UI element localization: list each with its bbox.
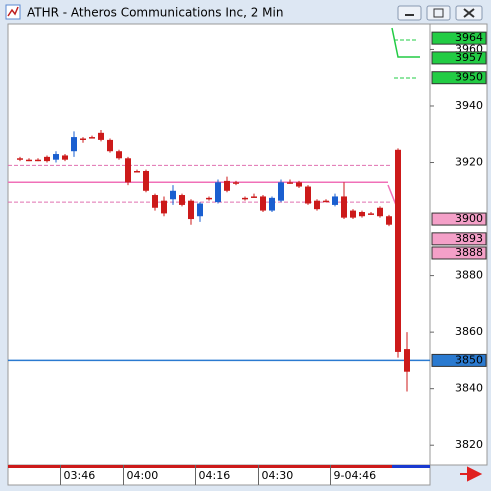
- candle-body: [269, 197, 275, 211]
- candle-body: [35, 159, 41, 162]
- candle-body: [323, 200, 329, 203]
- candle-body: [332, 196, 338, 205]
- y-tick-label: 3860: [455, 325, 483, 338]
- candle-body: [341, 196, 347, 218]
- y-tick-label: 3840: [455, 382, 483, 395]
- x-tick-label: 04:30: [262, 469, 294, 482]
- price-label: 3900: [455, 212, 483, 225]
- candle-body: [296, 182, 302, 187]
- candle-body: [233, 182, 239, 184]
- x-tick-label: 04:16: [199, 469, 231, 482]
- candle-body: [314, 200, 320, 210]
- candle-body: [377, 207, 383, 217]
- candle-body: [287, 182, 293, 184]
- candle-body: [152, 195, 158, 208]
- restore-button[interactable]: [426, 5, 451, 21]
- candle-body: [260, 196, 266, 211]
- candle-body: [305, 186, 311, 204]
- price-label-box: [431, 31, 487, 45]
- candle-body: [89, 137, 95, 139]
- candle-body: [170, 190, 176, 200]
- price-label-box: [431, 232, 487, 246]
- candle-body: [350, 210, 356, 218]
- candle-body: [224, 180, 230, 191]
- candle-body: [242, 197, 248, 200]
- target-lines: [394, 39, 418, 79]
- candle-body: [71, 137, 77, 152]
- candle-body: [53, 154, 59, 160]
- candle-body: [395, 149, 401, 352]
- candle-body: [161, 200, 167, 214]
- restore-glyph: [433, 8, 444, 18]
- x-tick-label: 9-04:46: [334, 469, 377, 482]
- price-label: 3893: [455, 232, 483, 245]
- minimize-button[interactable]: [397, 5, 422, 21]
- candle-body: [278, 182, 284, 201]
- candle-body: [215, 182, 221, 203]
- price-label: 3850: [455, 353, 483, 366]
- scroll-arrow[interactable]: [460, 466, 483, 482]
- price-label: 3950: [455, 71, 483, 84]
- y-tick-label: 3920: [455, 156, 483, 169]
- price-label-box: [431, 246, 487, 260]
- candle-body: [125, 158, 131, 183]
- candle-body: [368, 213, 374, 215]
- candle-body: [17, 158, 23, 160]
- time-bar-current: [392, 465, 430, 468]
- price-label-box: [431, 51, 487, 65]
- candle-body: [188, 200, 194, 220]
- time-bar: [8, 465, 392, 468]
- price-label-box: [431, 212, 487, 226]
- close-glyph: [463, 8, 475, 18]
- y-tick-label: 3820: [455, 438, 483, 451]
- candle-body: [206, 197, 212, 200]
- candle-body: [26, 159, 32, 162]
- y-tick-label: 3880: [455, 269, 483, 282]
- window-title: ATHR - Atheros Communications Inc, 2 Min: [27, 6, 283, 20]
- app-icon-glyph: [7, 6, 19, 17]
- candle-body: [179, 195, 185, 205]
- price-label-box: [431, 71, 487, 85]
- candle-body: [107, 139, 113, 152]
- price-label: 3957: [455, 51, 483, 64]
- candle-body: [251, 196, 257, 198]
- y-tick-label: 3940: [455, 99, 483, 112]
- x-tick-label: 03:46: [64, 469, 96, 482]
- candle-body: [116, 151, 122, 159]
- candle-body: [404, 349, 410, 372]
- price-label: 3888: [455, 246, 483, 259]
- candle-body: [62, 155, 68, 160]
- window-buttons[interactable]: [397, 5, 483, 21]
- candle-body: [197, 203, 203, 217]
- candle-body: [44, 156, 50, 162]
- candle-body: [386, 216, 392, 225]
- x-tick-label: 04:00: [127, 469, 159, 482]
- target-marker: [391, 27, 420, 58]
- candle-body: [359, 211, 365, 217]
- candle-body: [134, 171, 140, 173]
- price-label: 3964: [455, 31, 483, 44]
- candle-body: [98, 132, 104, 140]
- candle-body: [80, 138, 86, 140]
- plot-area: [7, 23, 431, 466]
- candle-body: [143, 171, 149, 191]
- price-label-box: [431, 353, 487, 367]
